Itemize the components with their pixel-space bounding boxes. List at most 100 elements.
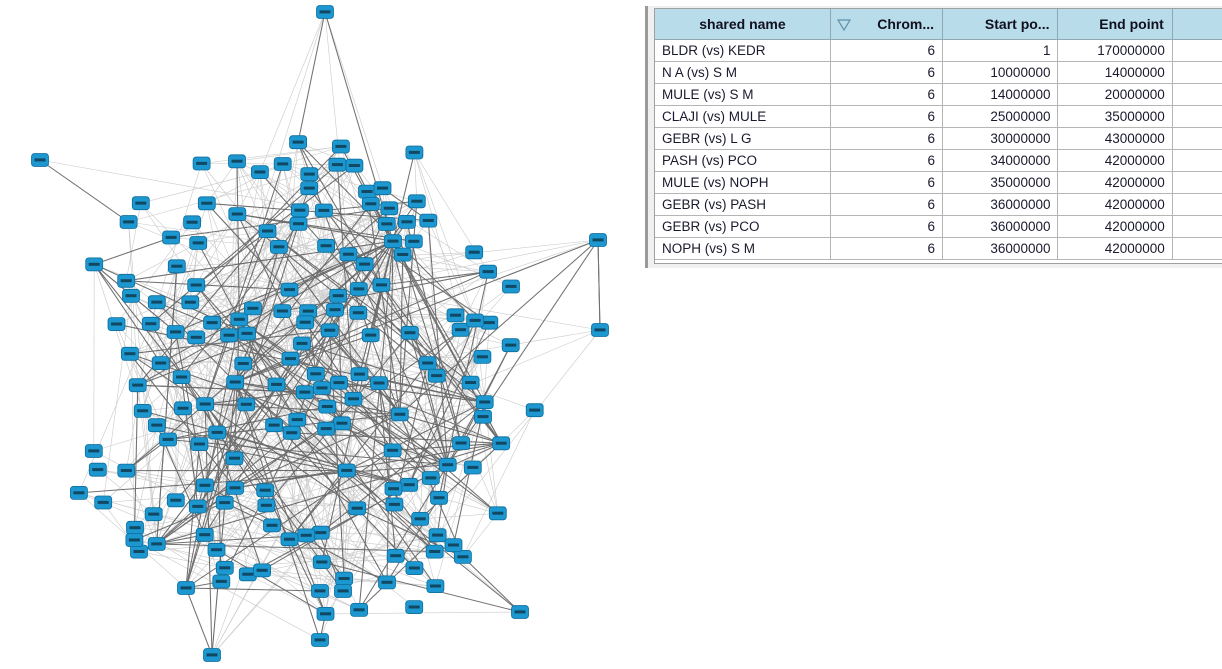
main-network-node-label xyxy=(111,322,122,326)
table-row[interactable]: GEBR (vs) L G6300000004300000016.9 xyxy=(655,127,1222,150)
main-network-node-label xyxy=(414,517,426,521)
main-network-node-label xyxy=(331,163,343,167)
table-cell-genetic: 6.6 xyxy=(1172,61,1222,84)
main-network-node-label xyxy=(215,579,227,583)
main-network-node-label xyxy=(408,566,420,570)
table-cell-end_point: 42000000 xyxy=(1057,193,1173,216)
main-network-node-label xyxy=(341,468,353,472)
table-row[interactable]: N A (vs) S M610000000140000006.6 xyxy=(655,61,1222,84)
column-header-end-point[interactable]: End point xyxy=(1057,9,1173,40)
main-network-node-label xyxy=(271,382,282,386)
main-network-node-label xyxy=(353,608,365,612)
main-network-node-label xyxy=(262,229,273,233)
main-network-node-label xyxy=(361,190,373,193)
table-row[interactable]: NOPH (vs) S M636000000420000009.9 xyxy=(655,237,1222,260)
main-network-node-label xyxy=(233,317,245,321)
results-table[interactable]: shared name Chrom... Start po... xyxy=(655,9,1222,260)
main-network-node-label xyxy=(442,463,454,467)
table-row[interactable]: BLDR (vs) KEDR61170000000192.0 xyxy=(655,39,1222,62)
table-cell-chromosome: 6 xyxy=(830,149,944,172)
main-network-node-label xyxy=(342,252,354,256)
table-cell-genetic: 8.4 xyxy=(1172,215,1222,238)
main-network-node-label xyxy=(348,164,360,167)
results-table-panel[interactable]: shared name Chrom... Start po... xyxy=(645,6,1222,268)
main-network-node-label xyxy=(495,441,507,445)
table-cell-chromosome: 6 xyxy=(830,171,944,194)
main-network-node-label xyxy=(432,533,444,537)
table-row[interactable]: GEBR (vs) PASH636000000420000008.9 xyxy=(655,193,1222,216)
main-network-node-label xyxy=(120,469,132,472)
column-header-genetic[interactable]: Genetic... xyxy=(1172,9,1222,40)
main-network-node-label xyxy=(88,262,100,266)
main-network-node-label xyxy=(231,212,243,216)
table-row[interactable]: MULE (vs) S M614000000200000007.5 xyxy=(655,83,1222,106)
main-network-node-label xyxy=(276,309,288,313)
main-network-node-label xyxy=(151,542,163,546)
main-network-node-label xyxy=(291,418,303,422)
main-network-panel[interactable] xyxy=(0,0,645,669)
table-cell-genetic: 9.9 xyxy=(1172,237,1222,260)
table-row[interactable]: GEBR (vs) PCO636000000420000008.4 xyxy=(655,215,1222,238)
column-header-shared-name[interactable]: shared name xyxy=(655,9,831,40)
main-network-node-label xyxy=(319,10,331,14)
main-network-node-label xyxy=(467,465,479,469)
main-network-node-label xyxy=(223,333,235,337)
main-network-node-label xyxy=(241,331,253,335)
main-network-node-label xyxy=(199,402,211,406)
main-network-node-label xyxy=(373,381,385,385)
main-network-node-label xyxy=(284,537,295,541)
main-network-node-label xyxy=(133,550,145,553)
main-network-node-label xyxy=(482,270,494,274)
main-network-node-label xyxy=(199,483,211,487)
table-row[interactable]: MULE (vs) NOPH6350000004200000010.5 xyxy=(655,171,1222,194)
main-network-node-label xyxy=(408,239,420,243)
results-table-body[interactable]: BLDR (vs) KEDR61170000000192.0N A (vs) S… xyxy=(655,39,1222,260)
table-cell-genetic: 8.9 xyxy=(1172,193,1222,216)
main-network-node-label xyxy=(401,220,413,224)
main-network-node-label xyxy=(192,504,204,508)
main-network-node-label xyxy=(165,235,177,239)
main-network-node-label xyxy=(300,533,312,537)
main-network-node-label xyxy=(171,264,183,268)
main-network-node-label xyxy=(277,162,289,166)
main-network-node-label xyxy=(431,374,443,378)
main-network-node-label xyxy=(422,361,434,365)
main-network-node-label xyxy=(292,140,304,144)
main-network-node-label xyxy=(303,172,315,176)
main-network-node-label xyxy=(162,437,174,441)
table-row[interactable]: CLAJI (vs) MULE625000000350000005.9 xyxy=(655,105,1222,128)
main-network-canvas[interactable] xyxy=(0,0,645,669)
main-network-node-label xyxy=(529,408,541,412)
main-network-node-label xyxy=(348,397,359,401)
results-table-scroll-area[interactable]: shared name Chrom... Start po... xyxy=(654,8,1222,264)
table-cell-shared_name: MULE (vs) NOPH xyxy=(655,171,831,194)
column-header-start-point[interactable]: Start po... xyxy=(942,9,1059,40)
main-network-node-label xyxy=(92,468,104,472)
main-network-node-label xyxy=(254,170,266,174)
table-cell-end_point: 35000000 xyxy=(1057,105,1173,128)
main-network-node-label xyxy=(145,322,157,326)
main-network-node-label xyxy=(316,560,328,564)
table-cell-chromosome: 6 xyxy=(830,83,944,106)
table-cell-end_point: 42000000 xyxy=(1057,237,1173,260)
main-network-node-label xyxy=(302,309,314,313)
main-network-node-label xyxy=(337,589,349,593)
main-network-node-label xyxy=(125,294,137,298)
main-network-node-label xyxy=(324,328,336,332)
main-network-node-label xyxy=(316,386,328,390)
main-network-node-label xyxy=(408,150,420,154)
main-network-node-label xyxy=(422,219,434,222)
main-network-node-label xyxy=(429,550,441,553)
main-network-node-label xyxy=(219,501,231,505)
main-network-node-label xyxy=(299,390,311,394)
main-network-node-label xyxy=(314,589,326,593)
table-cell-start_point: 35000000 xyxy=(942,171,1059,194)
main-network-node-label xyxy=(199,533,211,537)
table-row[interactable]: PASH (vs) PCO6340000004200000011.4 xyxy=(655,149,1222,172)
main-network-node-label xyxy=(425,476,437,480)
table-cell-chromosome: 6 xyxy=(830,127,944,150)
main-network-node-label xyxy=(73,491,85,495)
column-header-chromosome[interactable]: Chrom... xyxy=(830,9,944,40)
main-network-node-label xyxy=(365,333,377,337)
table-cell-start_point: 36000000 xyxy=(942,237,1059,260)
